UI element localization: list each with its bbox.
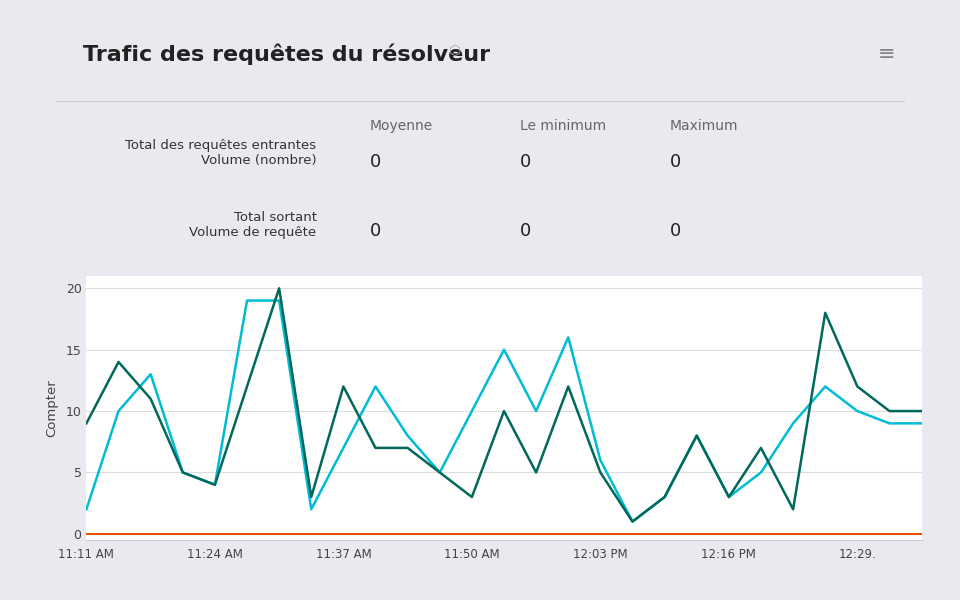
- Text: 0: 0: [519, 222, 531, 240]
- Text: Total sortant
Volume de requête: Total sortant Volume de requête: [189, 211, 317, 239]
- Text: 0: 0: [370, 222, 381, 240]
- Text: 0: 0: [519, 153, 531, 171]
- Text: ⬡: ⬡: [449, 44, 461, 58]
- Text: Trafic des requêtes du résolveur: Trafic des requêtes du résolveur: [83, 44, 490, 65]
- Text: Maximum: Maximum: [670, 119, 738, 133]
- Text: 0: 0: [670, 222, 682, 240]
- Text: Total des requêtes entrantes
Volume (nombre): Total des requêtes entrantes Volume (nom…: [126, 139, 317, 167]
- Text: Moyenne: Moyenne: [370, 119, 433, 133]
- Text: Le minimum: Le minimum: [519, 119, 606, 133]
- Text: 0: 0: [370, 153, 381, 171]
- Text: ≡: ≡: [877, 44, 895, 64]
- Y-axis label: Compter: Compter: [46, 379, 59, 437]
- Text: 0: 0: [670, 153, 682, 171]
